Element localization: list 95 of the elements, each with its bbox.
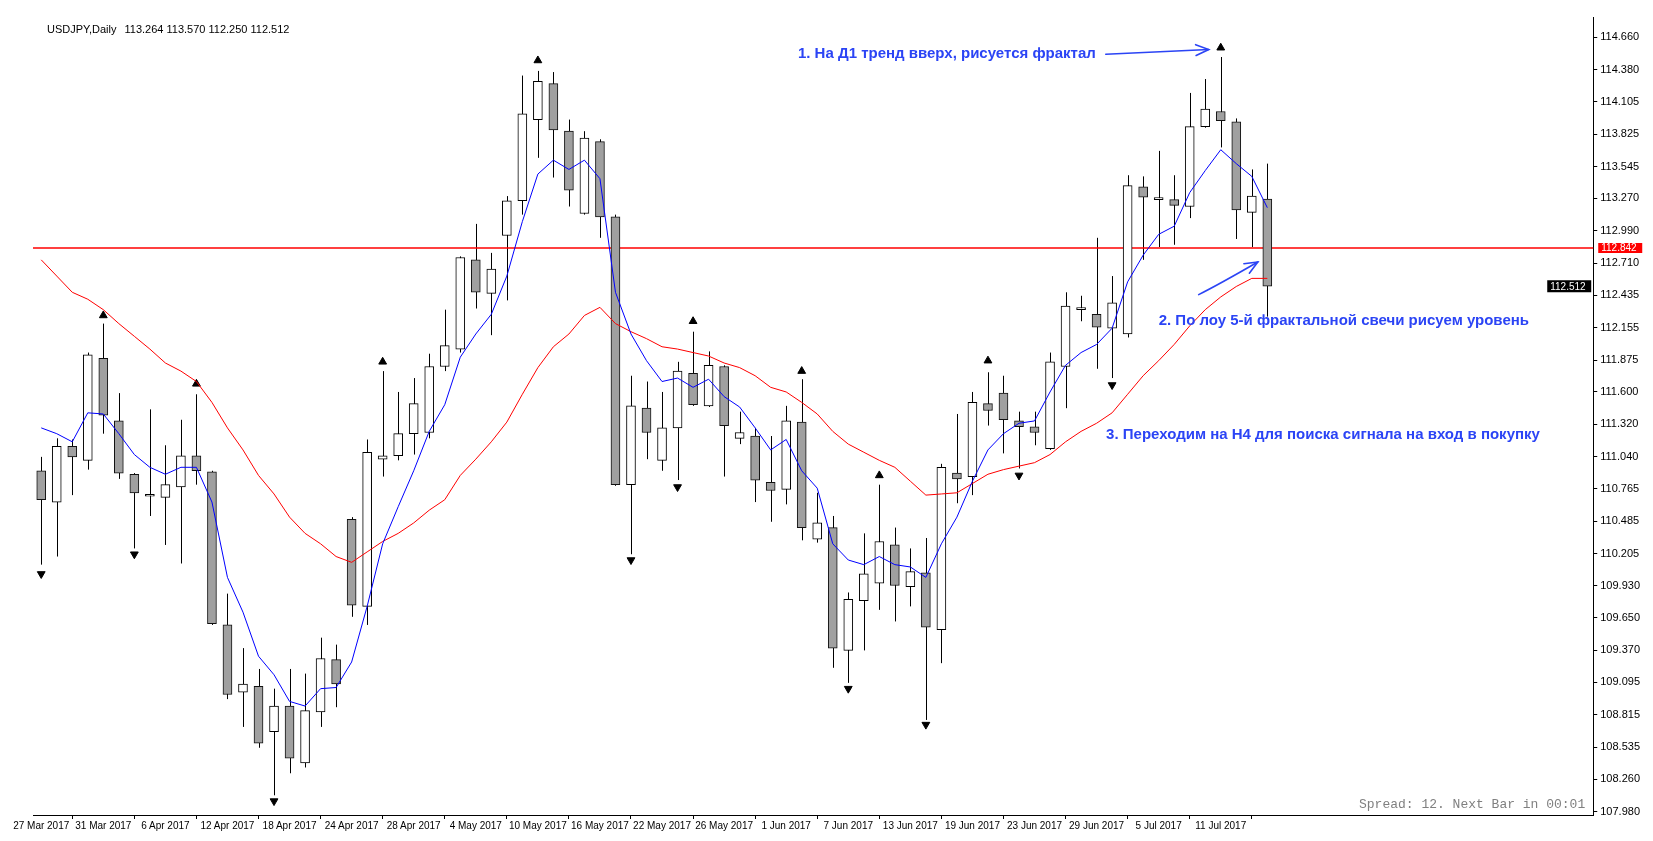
point <box>983 355 993 364</box>
y-tick-label: 109.930 <box>1600 578 1640 591</box>
candlestick <box>734 411 745 445</box>
point <box>1216 42 1226 51</box>
y-tick-label: 114.660 <box>1600 30 1640 43</box>
candlestick <box>160 444 171 546</box>
annotation: 2. По лоу 5-й фрактальной свечи рисуем уровень <box>1158 310 1530 328</box>
candlestick <box>641 381 652 460</box>
candlestick <box>439 309 450 372</box>
text: 113.264 113.570 112.250 112.512 <box>124 22 290 35</box>
y-tick-label: 114.380 <box>1600 62 1640 75</box>
point <box>533 55 543 64</box>
candlestick <box>1076 295 1086 322</box>
y-tick-label: 114.105 <box>1600 94 1640 107</box>
candlestick <box>1169 174 1180 246</box>
point <box>797 366 807 374</box>
y-tick-label: 110.765 <box>1600 481 1640 494</box>
candlestick <box>331 644 341 708</box>
x-tick-label: 4 May 2017 <box>449 819 503 831</box>
y-tick-label: 109.650 <box>1600 611 1640 623</box>
x-tick-label: 29 Jun 2017 <box>1069 819 1125 831</box>
y-tick-label: 110.205 <box>1600 546 1640 559</box>
x-tick-label: 18 Apr 2017 <box>262 819 317 831</box>
candlestick <box>1246 168 1257 248</box>
y-tick-label: 108.260 <box>1600 772 1640 785</box>
candlestick <box>983 371 993 427</box>
point <box>921 721 931 730</box>
point <box>378 356 388 365</box>
y-tick-label: 111.875 <box>1600 353 1639 366</box>
y-tick-label: 107.980 <box>1600 804 1640 817</box>
candlestick <box>905 547 916 607</box>
candlestick <box>377 370 388 478</box>
text: 112.512 <box>1550 280 1587 292</box>
text: USDJPY,Daily <box>47 22 117 35</box>
x-tick-label: 19 Jun 2017 <box>944 819 1001 831</box>
x-tick-label: 24 Apr 2017 <box>324 819 380 831</box>
y-tick-label: 108.815 <box>1600 707 1640 720</box>
y-tick-label: 111.600 <box>1600 384 1639 397</box>
x-tick-label: 22 May 2017 <box>633 819 692 831</box>
candlestick <box>486 252 497 336</box>
y-tick-label: 112.155 <box>1600 320 1640 333</box>
y-tick-label: 111.040 <box>1600 449 1639 462</box>
point <box>843 685 853 694</box>
point <box>1107 382 1117 391</box>
ref-line-label: 112.842 <box>1601 242 1638 254</box>
y-tick-label: 109.095 <box>1600 675 1640 688</box>
y-tick-label: 113.270 <box>1600 191 1640 204</box>
x-tick-label: 27 Mar 2017 <box>13 819 70 831</box>
candlestick <box>1200 78 1211 129</box>
y-tick-label: 112.990 <box>1600 223 1640 236</box>
candlestick <box>67 438 78 496</box>
y-tick-label: 113.545 <box>1600 159 1640 172</box>
candlestick <box>129 472 140 549</box>
x-tick-label: 12 Apr 2017 <box>200 819 255 831</box>
x-tick-label: 6 Apr 2017 <box>141 819 191 831</box>
x-tick-label: 28 Apr 2017 <box>386 819 442 831</box>
point <box>1014 472 1024 481</box>
candlestick <box>812 492 823 544</box>
candlestick <box>1029 411 1040 446</box>
annotation: 1. На Д1 тренд вверх, рисуется фрактал <box>797 44 1096 62</box>
text: Spread: 12. Next Bar in 00:01 <box>1358 797 1586 813</box>
y-tick-label: 112.435 <box>1600 288 1640 301</box>
point <box>36 571 46 579</box>
x-tick-label: 16 May 2017 <box>571 819 630 831</box>
point <box>688 316 698 325</box>
point <box>98 310 108 319</box>
x-tick-label: 11 Jul 2017 <box>1195 819 1247 831</box>
point <box>129 551 139 560</box>
candlestick <box>952 413 962 504</box>
candlestick <box>1153 150 1164 248</box>
x-tick-label: 31 Mar 2017 <box>75 819 132 831</box>
y-tick-label: 112.710 <box>1600 256 1640 269</box>
y-tick-label: 110.485 <box>1600 514 1640 527</box>
candlestick <box>393 391 404 461</box>
y-tick-label: 108.535 <box>1600 740 1640 753</box>
candlestick <box>238 647 248 728</box>
point <box>269 798 279 807</box>
x-tick-label: 23 Jun 2017 <box>1006 819 1063 831</box>
x-tick-label: 13 Jun 2017 <box>882 819 939 831</box>
y-tick-label: 111.320 <box>1600 417 1639 430</box>
point <box>673 484 682 492</box>
x-tick-label: 7 Jun 2017 <box>823 819 874 831</box>
y-tick-label: 113.825 <box>1600 127 1640 140</box>
x-tick-label: 5 Jul 2017 <box>1135 819 1183 831</box>
point <box>874 470 884 479</box>
point <box>626 557 636 566</box>
y-tick-label: 109.370 <box>1600 643 1640 656</box>
x-tick-label: 1 Jun 2017 <box>761 819 812 831</box>
x-tick-label: 26 May 2017 <box>695 819 754 831</box>
annotation: 3. Переходим на H4 для поиска сигнала на вход в покупку <box>1106 424 1541 442</box>
candlestick <box>1215 56 1226 148</box>
candlestick <box>1138 175 1148 261</box>
candlestick <box>145 408 155 517</box>
x-tick-label: 10 May 2017 <box>508 819 568 831</box>
candlestick <box>765 435 776 523</box>
